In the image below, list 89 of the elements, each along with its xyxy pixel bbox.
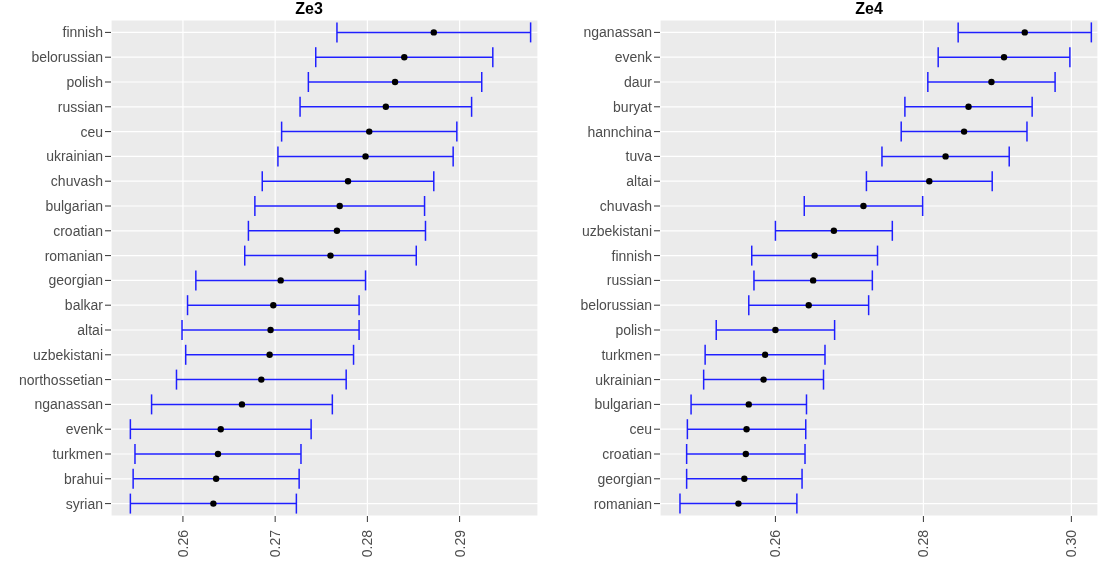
point <box>811 252 818 259</box>
y-tick-label: evenk <box>614 49 653 66</box>
y-tick-label: nganassan <box>583 24 652 41</box>
point <box>942 153 949 160</box>
x-tick-label: 0.27 <box>267 529 284 558</box>
point <box>761 351 769 358</box>
point <box>266 351 273 358</box>
y-tick-label: georgian <box>597 470 652 487</box>
y-tick-label: finnish <box>62 24 103 41</box>
x-tick-label: 0.28 <box>915 529 932 558</box>
y-tick-label: ceu <box>80 123 103 140</box>
point <box>965 103 972 110</box>
y-tick-label: chuvash <box>599 197 652 214</box>
y-tick-label: syrian <box>65 495 103 512</box>
y-tick-label: ceu <box>629 421 652 438</box>
y-tick-label: evenk <box>65 421 104 438</box>
y-tick-label: croatian <box>53 222 103 239</box>
y-tick-label: belorussian <box>580 297 652 314</box>
x-tick-label: 0.26 <box>767 529 784 558</box>
point <box>366 128 373 135</box>
y-tick-label: ukrainian <box>46 148 103 165</box>
point <box>742 450 750 458</box>
y-tick-label: altai <box>626 173 652 190</box>
y-tick-label: turkmen <box>601 346 652 363</box>
y-tick-label: finnish <box>611 247 652 264</box>
point <box>327 252 334 259</box>
point <box>267 326 274 334</box>
point <box>809 277 817 284</box>
y-tick-label: croatian <box>602 445 652 462</box>
y-tick-label: ukrainian <box>595 371 652 388</box>
x-tick-label: 0.30 <box>1063 529 1080 558</box>
y-tick-label: chuvash <box>50 173 103 190</box>
chart-title: Ze3 <box>294 0 324 18</box>
x-tick-label: 0.26 <box>174 529 191 558</box>
point <box>212 475 220 482</box>
y-tick-label: altai <box>77 321 103 338</box>
point <box>745 401 752 408</box>
point <box>344 178 352 185</box>
point <box>214 450 222 458</box>
point <box>430 29 437 36</box>
point <box>210 500 217 507</box>
point <box>336 202 343 210</box>
y-tick-label: northossetian <box>18 371 103 388</box>
point <box>772 326 779 334</box>
y-tick-label: bulgarian <box>45 197 103 214</box>
point <box>1021 29 1028 36</box>
y-tick-label: bulgarian <box>594 396 652 413</box>
point <box>391 78 399 86</box>
point <box>362 153 369 160</box>
x-tick-label: 0.29 <box>451 529 468 558</box>
y-tick-label: hannchina <box>587 123 653 140</box>
chart-title: Ze4 <box>854 0 884 18</box>
point <box>926 178 933 185</box>
point <box>270 302 277 309</box>
point <box>760 376 767 383</box>
point <box>401 54 408 61</box>
y-tick-label: buryat <box>613 98 653 115</box>
y-tick-label: tuva <box>625 148 653 165</box>
point <box>238 401 246 408</box>
y-tick-label: uzbekistani <box>581 222 652 239</box>
point <box>333 227 341 234</box>
y-tick-label: polish <box>615 321 652 338</box>
point <box>960 128 968 135</box>
y-tick-label: georgian <box>48 272 103 289</box>
y-tick-label: belorussian <box>31 49 103 66</box>
y-tick-label: romanian <box>593 495 652 512</box>
point <box>1000 54 1008 61</box>
point <box>382 103 390 110</box>
point <box>805 302 812 309</box>
point <box>277 277 284 284</box>
point <box>988 78 995 86</box>
y-tick-label: romanian <box>44 247 103 264</box>
point <box>860 202 867 210</box>
point <box>743 426 750 433</box>
point <box>741 475 748 482</box>
point <box>830 227 838 234</box>
x-tick-label: 0.28 <box>359 529 376 558</box>
y-tick-label: balkar <box>64 297 104 314</box>
y-tick-label: turkmen <box>52 445 103 462</box>
y-tick-label: brahui <box>64 470 103 487</box>
y-tick-label: polish <box>66 73 103 90</box>
point <box>258 376 265 383</box>
y-tick-label: nganassan <box>34 396 103 413</box>
point <box>735 500 742 507</box>
y-tick-label: russian <box>57 98 103 115</box>
point <box>217 426 224 433</box>
y-tick-label: daur <box>623 73 653 90</box>
y-tick-label: uzbekistani <box>32 346 103 363</box>
y-tick-label: russian <box>606 272 652 289</box>
